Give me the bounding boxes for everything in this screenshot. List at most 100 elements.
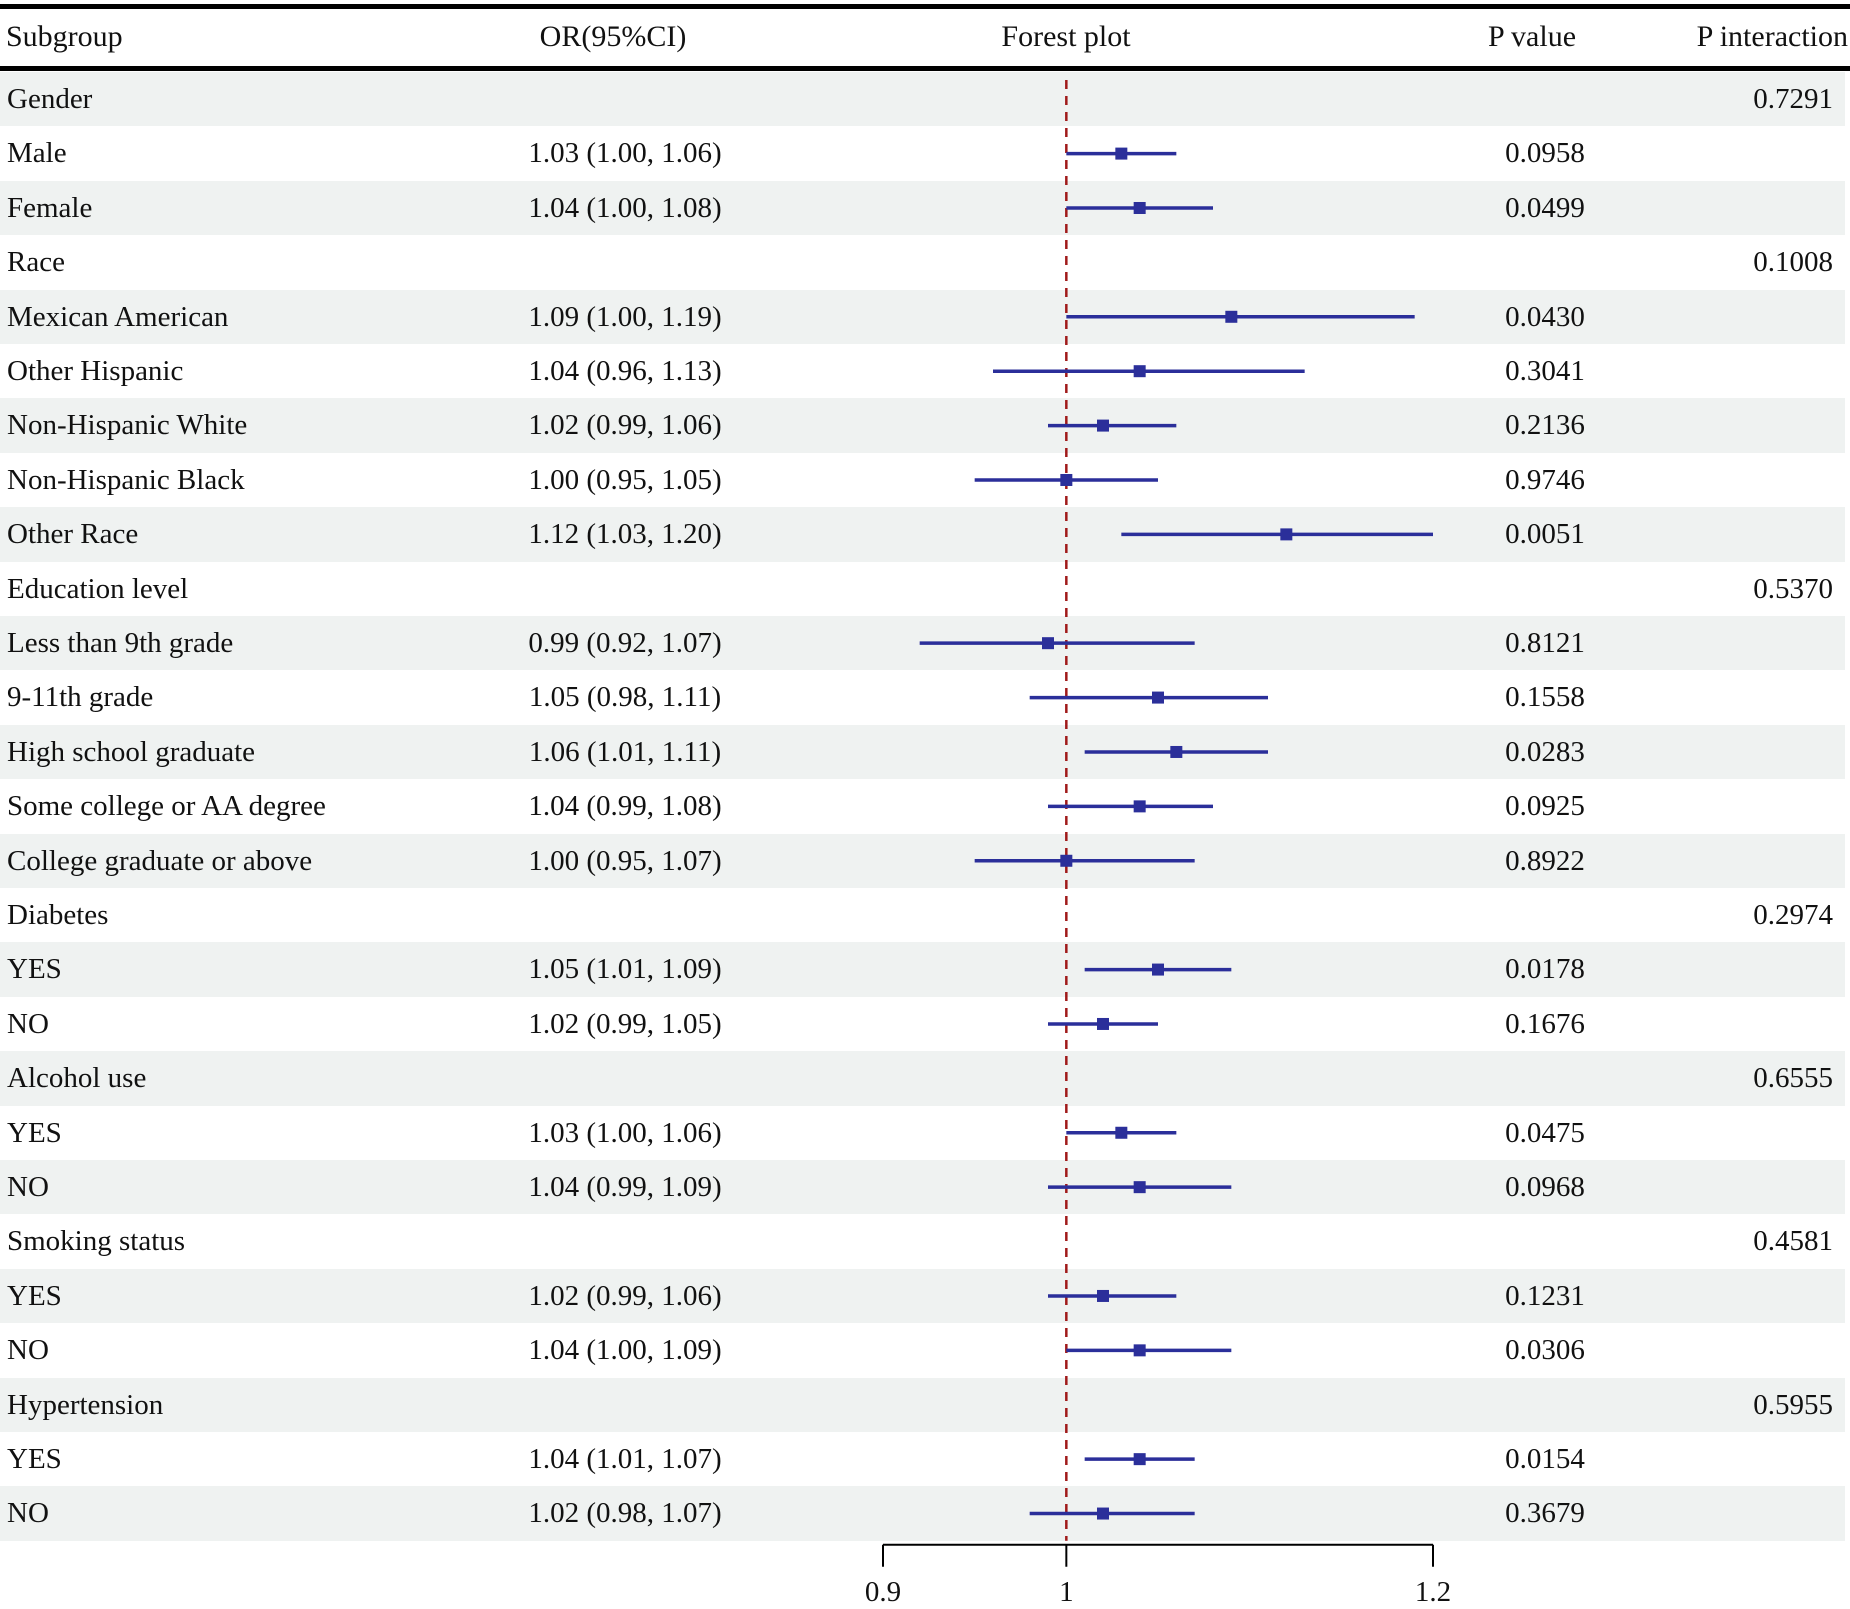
header-rule: [0, 66, 1850, 71]
table-row: Education level 0.5370: [0, 562, 1845, 616]
table-row: Gender 0.7291: [0, 72, 1845, 127]
subgroup-label: Race: [7, 246, 65, 279]
table-row: Alcohol use 0.6555: [0, 1051, 1845, 1106]
subgroup-label: Gender: [7, 83, 93, 115]
p-interaction-value: 0.2974: [1753, 898, 1833, 931]
or-ci-value: 1.02 (0.99, 1.06): [528, 1279, 722, 1312]
subgroup-label: College graduate or above: [7, 844, 313, 877]
table-row: High school graduate 1.06 (1.01, 1.11) 0.0…: [0, 724, 1845, 780]
subgroup-label: Hypertension: [7, 1388, 164, 1421]
x-tick-label: 0.9: [864, 1576, 902, 1608]
subgroup-label: Non-Hispanic Black: [7, 463, 245, 496]
p-value: 0.0958: [1505, 137, 1585, 170]
header-subgroup: Subgroup: [6, 20, 123, 53]
table-row: Other Hispanic 1.04 (0.96, 1.13) 0.3041: [0, 344, 1845, 398]
point-estimate: [1133, 800, 1146, 813]
subgroup-label: Other Hispanic: [7, 354, 184, 387]
table-row: YES 1.05 (1.01, 1.09) 0.0178: [0, 942, 1845, 997]
or-ci-value: 1.04 (0.96, 1.13): [528, 354, 722, 387]
table-row: YES 1.03 (1.00, 1.06) 0.0475: [0, 1106, 1845, 1160]
table-row: Smoking status 0.4581: [0, 1214, 1845, 1268]
table-row: Some college or AA degree 1.04 (0.99, 1.0…: [0, 779, 1845, 833]
table-row: YES 1.02 (0.99, 1.06) 0.1231: [0, 1268, 1845, 1324]
table-row: 9-11th grade 1.05 (0.98, 1.11) 0.1558: [0, 670, 1845, 724]
point-estimate: [1225, 310, 1238, 323]
top-rule: [0, 4, 1850, 9]
subgroup-label: YES: [7, 953, 62, 986]
subgroup-label: NO: [7, 1334, 49, 1367]
table-row: Race 0.1008: [0, 235, 1845, 289]
point-estimate: [1060, 473, 1073, 486]
table-row: Female 1.04 (1.00, 1.08) 0.0499: [0, 180, 1845, 236]
table-row: Other Race 1.12 (1.03, 1.20) 0.0051: [0, 507, 1845, 562]
subgroup-label: Female: [7, 191, 93, 224]
subgroup-label: Education level: [7, 572, 189, 605]
point-estimate: [1152, 691, 1164, 704]
p-value: 0.2136: [1505, 409, 1585, 442]
table-row: Hypertension 0.5955: [0, 1377, 1845, 1432]
p-value: 0.0283: [1505, 735, 1585, 768]
or-ci-value: 1.00 (0.95, 1.05): [528, 463, 722, 496]
table-row: Non-Hispanic Black 1.00 (0.95, 1.05) 0.974…: [0, 453, 1845, 507]
subgroup-label: Mexican American: [7, 300, 229, 333]
p-interaction-value: 0.1008: [1753, 246, 1833, 279]
point-estimate: [1060, 854, 1073, 867]
or-ci-value: 1.03 (1.00, 1.06): [528, 137, 722, 170]
subgroup-label: YES: [7, 1116, 62, 1149]
p-value: 0.1558: [1505, 681, 1585, 714]
point-estimate: [1133, 1344, 1146, 1357]
table-row: NO 1.04 (0.99, 1.09) 0.0968: [0, 1159, 1845, 1215]
subgroup-label: Other Race: [7, 518, 139, 551]
p-value: 0.0925: [1505, 790, 1585, 823]
subgroup-label: NO: [7, 1497, 49, 1530]
p-value: 0.9746: [1505, 463, 1585, 496]
p-interaction-value: 0.4581: [1753, 1225, 1833, 1258]
or-ci-value: 1.03 (1.00, 1.06): [528, 1116, 722, 1149]
point-estimate: [1097, 419, 1109, 432]
table-row: College graduate or above 1.00 (0.95, 1.0…: [0, 833, 1845, 888]
p-value: 0.0968: [1505, 1170, 1585, 1203]
subgroup-label: Less than 9th grade: [7, 626, 234, 659]
table-row: Less than 9th grade 0.99 (0.92, 1.07) 0.81…: [0, 615, 1845, 671]
or-ci-value: 1.04 (1.00, 1.09): [528, 1334, 722, 1367]
table-row: Non-Hispanic White 1.02 (0.99, 1.06) 0.213…: [0, 398, 1845, 453]
subgroup-label: 9-11th grade: [7, 681, 154, 714]
or-ci-value: 1.02 (0.98, 1.07): [528, 1497, 722, 1530]
table-row: NO 1.04 (1.00, 1.09) 0.0306: [0, 1323, 1845, 1377]
or-ci-value: 1.00 (0.95, 1.07): [528, 844, 722, 877]
subgroup-label: Male: [7, 137, 67, 170]
or-ci-value: 1.05 (1.01, 1.09): [528, 953, 722, 986]
subgroup-label: Smoking status: [7, 1225, 186, 1258]
or-ci-value: 0.99 (0.92, 1.07): [528, 626, 722, 659]
subgroup-label: Non-Hispanic White: [7, 409, 248, 442]
or-ci-value: 1.02 (0.99, 1.06): [528, 409, 722, 442]
p-value: 0.3679: [1505, 1497, 1585, 1530]
or-ci-value: 1.04 (0.99, 1.08): [528, 790, 722, 823]
or-ci-value: 1.04 (1.00, 1.08): [528, 191, 722, 224]
p-interaction-value: 0.5370: [1753, 572, 1833, 605]
table-row: NO 1.02 (0.99, 1.05) 0.1676: [0, 997, 1845, 1051]
point-estimate: [1133, 365, 1146, 378]
p-value: 0.8121: [1505, 626, 1585, 659]
table-row: Mexican American 1.09 (1.00, 1.19) 0.0430: [0, 289, 1845, 344]
table-row: YES 1.04 (1.01, 1.07) 0.0154: [0, 1432, 1845, 1486]
or-ci-value: 1.02 (0.99, 1.05): [528, 1007, 722, 1040]
or-ci-value: 1.12 (1.03, 1.20): [528, 518, 722, 551]
x-tick-label: 1: [1059, 1576, 1074, 1608]
p-value: 0.0499: [1505, 191, 1585, 224]
table-row: Diabetes 0.2974: [0, 888, 1845, 942]
point-estimate: [1133, 201, 1146, 214]
p-value: 0.1231: [1505, 1279, 1585, 1312]
p-interaction-value: 0.6555: [1753, 1062, 1833, 1095]
subgroup-label: High school graduate: [7, 735, 256, 768]
p-value: 0.0051: [1505, 518, 1585, 551]
x-tick-label: 1.2: [1414, 1576, 1452, 1608]
p-value: 0.1676: [1505, 1007, 1585, 1040]
table-row: NO 1.02 (0.98, 1.07) 0.3679: [0, 1486, 1845, 1541]
subgroup-label: NO: [7, 1007, 49, 1040]
point-estimate: [1097, 1507, 1109, 1520]
point-estimate: [1170, 745, 1183, 758]
point-estimate: [1115, 147, 1128, 160]
header-or: OR(95%CI): [539, 20, 687, 53]
